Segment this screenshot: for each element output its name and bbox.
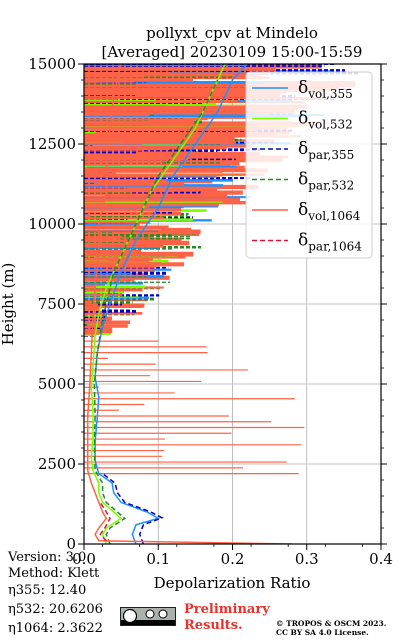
legend-label-0: δvol,355 — [298, 78, 353, 101]
y-tick-label-4: 10000 — [28, 215, 76, 233]
creative-commons-icon — [120, 607, 176, 626]
legend-label-5: δpar,1064 — [298, 231, 362, 254]
copyright-line-2: CC BY SA 4.0 License. — [276, 628, 369, 637]
chart-subtitle: [Averaged] 20230109 15:00-15:59 — [102, 43, 363, 61]
series-line-par-1064 — [99, 502, 111, 542]
x-tick-label-1: 0.1 — [146, 550, 170, 568]
y-tick-label-0: 0 — [66, 535, 76, 553]
y-tick-label-1: 2500 — [38, 455, 76, 473]
copyright-text: © TROPOS & OSCM 2023. CC BY SA 4.0 Licen… — [276, 619, 386, 637]
legend-label-4: δvol,1064 — [298, 200, 361, 223]
legend-label-3: δpar,532 — [298, 170, 354, 193]
legend: δvol,355 δvol,532 δpar,355 δpar,532 δvol,106… — [245, 71, 373, 259]
preliminary-line-1: Preliminary — [184, 602, 270, 617]
version-text: Version: 3.0 — [8, 550, 87, 565]
y-tick-label-3: 7500 — [38, 295, 76, 313]
preliminary-results-text: Preliminary Results. — [184, 602, 270, 634]
eta1064-text: η1064: 2.3622 — [8, 621, 103, 636]
y-axis-label: Height (m) — [0, 263, 17, 346]
series-line-par-532 — [93, 79, 219, 544]
x-tick-label-2: 0.2 — [221, 550, 245, 568]
method-text: Method: Klett — [8, 566, 100, 581]
series-line-vol-532 — [90, 64, 226, 544]
x-axis-label: Depolarization Ratio — [154, 574, 311, 592]
legend-label-1: δvol,532 — [298, 109, 353, 132]
x-tick-label-3: 0.3 — [295, 550, 319, 568]
preliminary-line-2: Results. — [184, 618, 243, 633]
y-axis-ticks: 0 2500 5000 7500 10000 12500 15000 — [28, 55, 387, 553]
series-line-vol-355 — [94, 64, 248, 544]
copyright-line-1: © TROPOS & OSCM 2023. — [276, 619, 387, 628]
y-tick-label-5: 12500 — [28, 135, 76, 153]
y-tick-label-6: 15000 — [28, 55, 76, 73]
x-tick-label-0: 0.0 — [72, 550, 96, 568]
series-line-vol-1064 — [86, 64, 292, 544]
chart-title: pollyxt_cpv at Mindelo — [146, 24, 318, 42]
series-lines — [86, 64, 292, 544]
eta355-text: η355: 12.40 — [8, 583, 87, 598]
y-tick-label-2: 5000 — [38, 375, 76, 393]
legend-label-2: δpar,355 — [298, 139, 354, 162]
x-axis-ticks: 0.0 0.1 0.2 0.3 0.4 — [72, 544, 393, 568]
x-tick-label-4: 0.4 — [369, 550, 393, 568]
eta532-text: η532: 20.6206 — [8, 602, 103, 617]
series-line-par-355 — [102, 473, 164, 544]
